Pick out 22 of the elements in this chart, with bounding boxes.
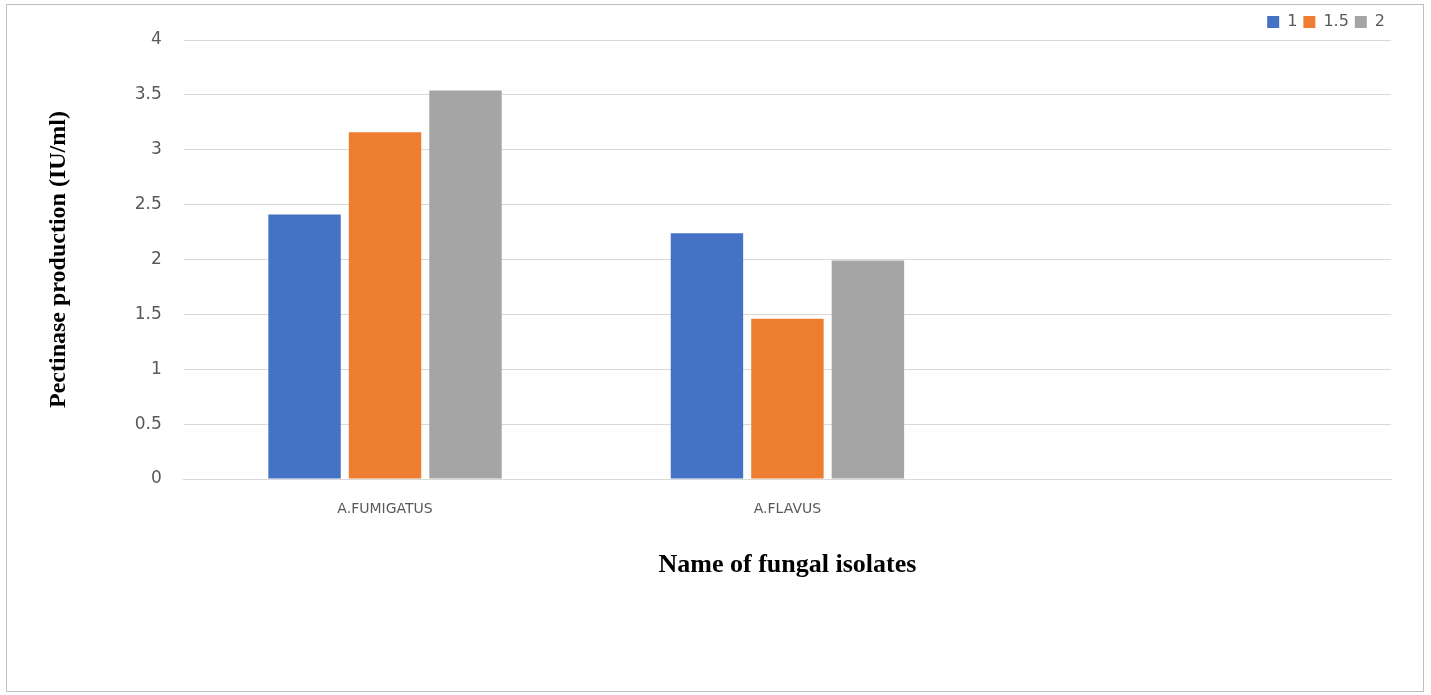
- bar: [268, 214, 341, 479]
- bar: [831, 260, 905, 479]
- bar: [348, 132, 422, 479]
- y-tick-label: 0.5: [134, 412, 162, 433]
- y-tick-label: 2: [151, 247, 162, 268]
- y-tick-label: 0: [151, 467, 162, 488]
- y-tick-label: 1: [151, 357, 162, 378]
- legend-label: 1.5: [1323, 11, 1349, 31]
- y-axis-title: Pectinase production (IU/ml): [43, 111, 70, 408]
- y-tick-label: 2.5: [134, 193, 162, 214]
- y-tick-label: 1.5: [134, 302, 162, 323]
- legend-label: 1: [1287, 11, 1298, 31]
- legend-label: 2: [1374, 11, 1386, 31]
- x-axis-title: Name of fungal isolates: [658, 549, 917, 579]
- y-tick-label: 4: [151, 28, 162, 49]
- y-tick-label: 3.5: [134, 83, 162, 104]
- bar: [429, 90, 502, 479]
- y-tick-label: 3: [151, 138, 162, 159]
- x-tick-label: A.FLAVUS: [753, 500, 822, 517]
- bar: [670, 233, 744, 479]
- bar: [751, 318, 824, 479]
- x-tick-label: A.FUMIGATUS: [337, 500, 433, 517]
